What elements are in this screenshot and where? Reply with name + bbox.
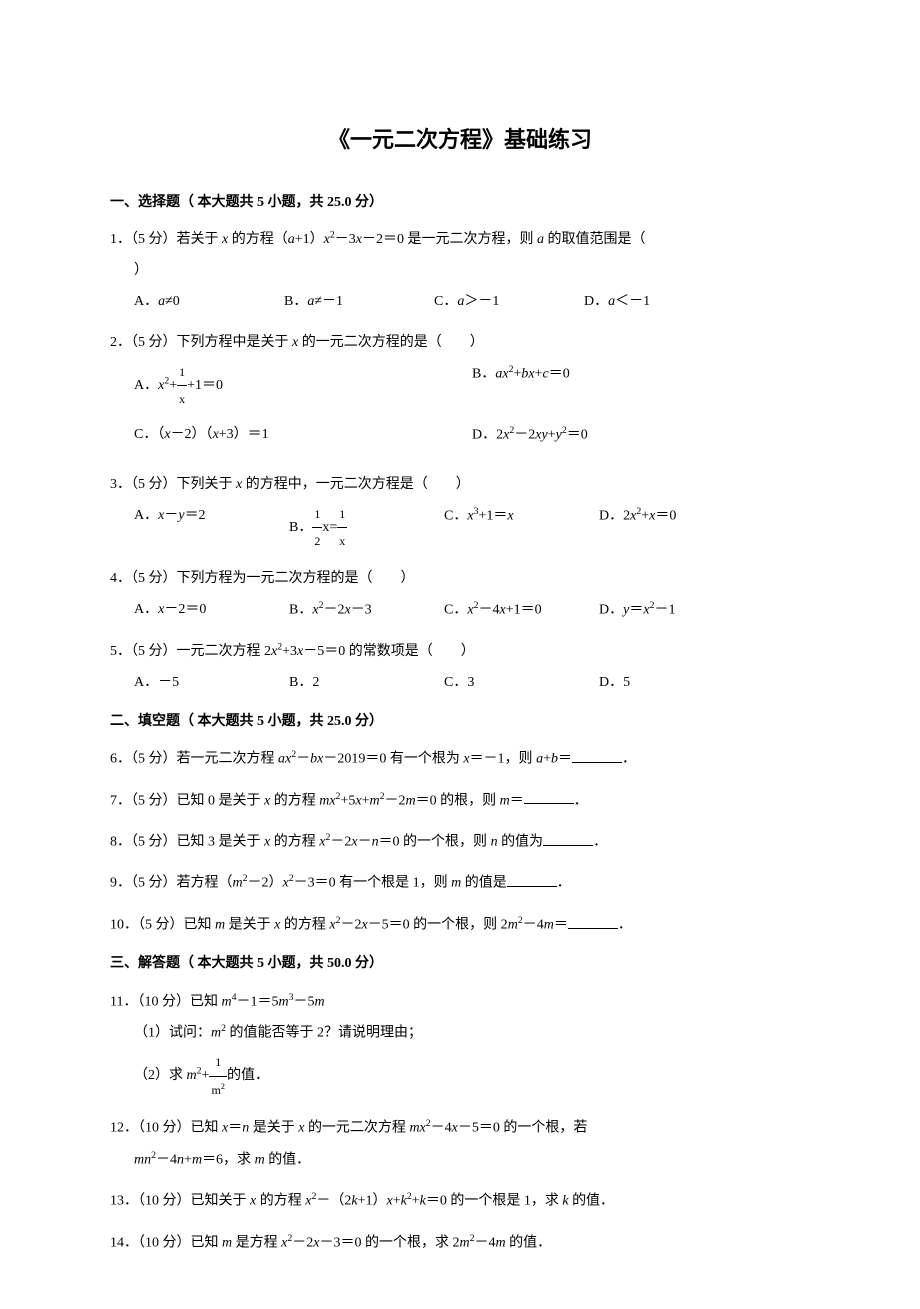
q3-opt-c: C．x3+1＝x [444, 501, 599, 555]
q3-stem: 3．（5 分）下列关于 x 的方程中，一元二次方程是（ ） [110, 477, 470, 492]
blank-input [572, 749, 622, 763]
q4-opt-d: D．y＝x2－1 [599, 595, 719, 626]
q2-stem: 2．（5 分）下列方程中是关于 x 的一元二次方程的是（ ） [110, 335, 484, 350]
q2-opt-c: C．（x－2）（x+3）＝1 [134, 420, 472, 451]
q1-opt-a: A．a≠0 [134, 287, 284, 318]
blank-input [524, 790, 574, 804]
section-3-header: 三、解答题（ 本大题共 5 小题，共 50.0 分） [110, 951, 810, 976]
q4-opt-c: C．x2－4x+1＝0 [444, 595, 599, 626]
question-7: 7．（5 分）已知 0 是关于 x 的方程 mx2+5x+m2－2m＝0 的根，… [110, 786, 810, 817]
q1-opt-b: B．a≠－1 [284, 287, 434, 318]
question-6: 6．（5 分）若一元二次方程 ax2－bx－2019＝0 有一个根为 x＝－1，… [110, 744, 810, 775]
q5-opt-c: C．3 [444, 668, 599, 699]
q3-opt-b: B．12x=1x [289, 501, 444, 555]
question-5: 5．（5 分）一元二次方程 2x2+3x－5＝0 的常数项是（ ） A．－5 B… [110, 637, 810, 699]
q1-opt-c: C．a＞－1 [434, 287, 584, 318]
blank-input [507, 873, 557, 887]
question-11: 11．（10 分）已知 m4－1＝5m3－5m （1）试问：m2 的值能否等于 … [110, 987, 810, 1104]
question-3: 3．（5 分）下列关于 x 的方程中，一元二次方程是（ ） A．x－y＝2 B．… [110, 470, 810, 555]
question-4: 4．（5 分）下列方程为一元二次方程的是（ ） A．x－2＝0 B．x2－2x－… [110, 564, 810, 626]
q5-opt-d: D．5 [599, 668, 719, 699]
q2-opt-b: B．ax2+bx+c＝0 [472, 359, 810, 413]
q1-stem: 1．（5 分）若关于 x 的方程（a+1）x2－3x－2＝0 是一元二次方程，则… [110, 232, 645, 247]
q4-opt-a: A．x－2＝0 [134, 595, 289, 626]
q1-opt-d: D．a＜－1 [584, 287, 684, 318]
q5-stem: 5．（5 分）一元二次方程 2x2+3x－5＝0 的常数项是（ ） [110, 644, 475, 659]
question-9: 9．（5 分）若方程（m2－2）x2－3＝0 有一个根是 1，则 m 的值是． [110, 868, 810, 899]
section-2-header: 二、填空题（ 本大题共 5 小题，共 25.0 分） [110, 709, 810, 734]
q3-opt-a: A．x－y＝2 [134, 501, 289, 555]
section-1-header: 一、选择题（ 本大题共 5 小题，共 25.0 分） [110, 190, 810, 215]
question-12: 12．（10 分）已知 x＝n 是关于 x 的一元二次方程 mx2－4x－5＝0… [110, 1113, 810, 1176]
q5-opt-b: B．2 [289, 668, 444, 699]
question-14: 14．（10 分）已知 m 是方程 x2－2x－3＝0 的一个根，求 2m2－4… [110, 1228, 810, 1259]
q1-paren: ） [134, 263, 148, 278]
q3-opt-d: D．2x2+x＝0 [599, 501, 719, 555]
question-13: 13．（10 分）已知关于 x 的方程 x2－（2k+1）x+k2+k＝0 的一… [110, 1186, 810, 1217]
question-8: 8．（5 分）已知 3 是关于 x 的方程 x2－2x－n＝0 的一个根，则 n… [110, 827, 810, 858]
q5-opt-a: A．－5 [134, 668, 289, 699]
blank-input [568, 915, 618, 929]
q4-opt-b: B．x2－2x－3 [289, 595, 444, 626]
q4-stem: 4．（5 分）下列方程为一元二次方程的是（ ） [110, 571, 415, 586]
question-10: 10．（5 分）已知 m 是关于 x 的方程 x2－2x－5＝0 的一个根，则 … [110, 910, 810, 941]
q2-opt-a: A．x2+1x+1＝0 [134, 359, 472, 413]
blank-input [543, 832, 593, 846]
page-title: 《一元二次方程》基础练习 [110, 120, 810, 160]
question-1: 1．（5 分）若关于 x 的方程（a+1）x2－3x－2＝0 是一元二次方程，则… [110, 225, 810, 318]
q2-opt-d: D．2x2－2xy+y2＝0 [472, 420, 810, 451]
question-2: 2．（5 分）下列方程中是关于 x 的一元二次方程的是（ ） A．x2+1x+1… [110, 328, 810, 460]
